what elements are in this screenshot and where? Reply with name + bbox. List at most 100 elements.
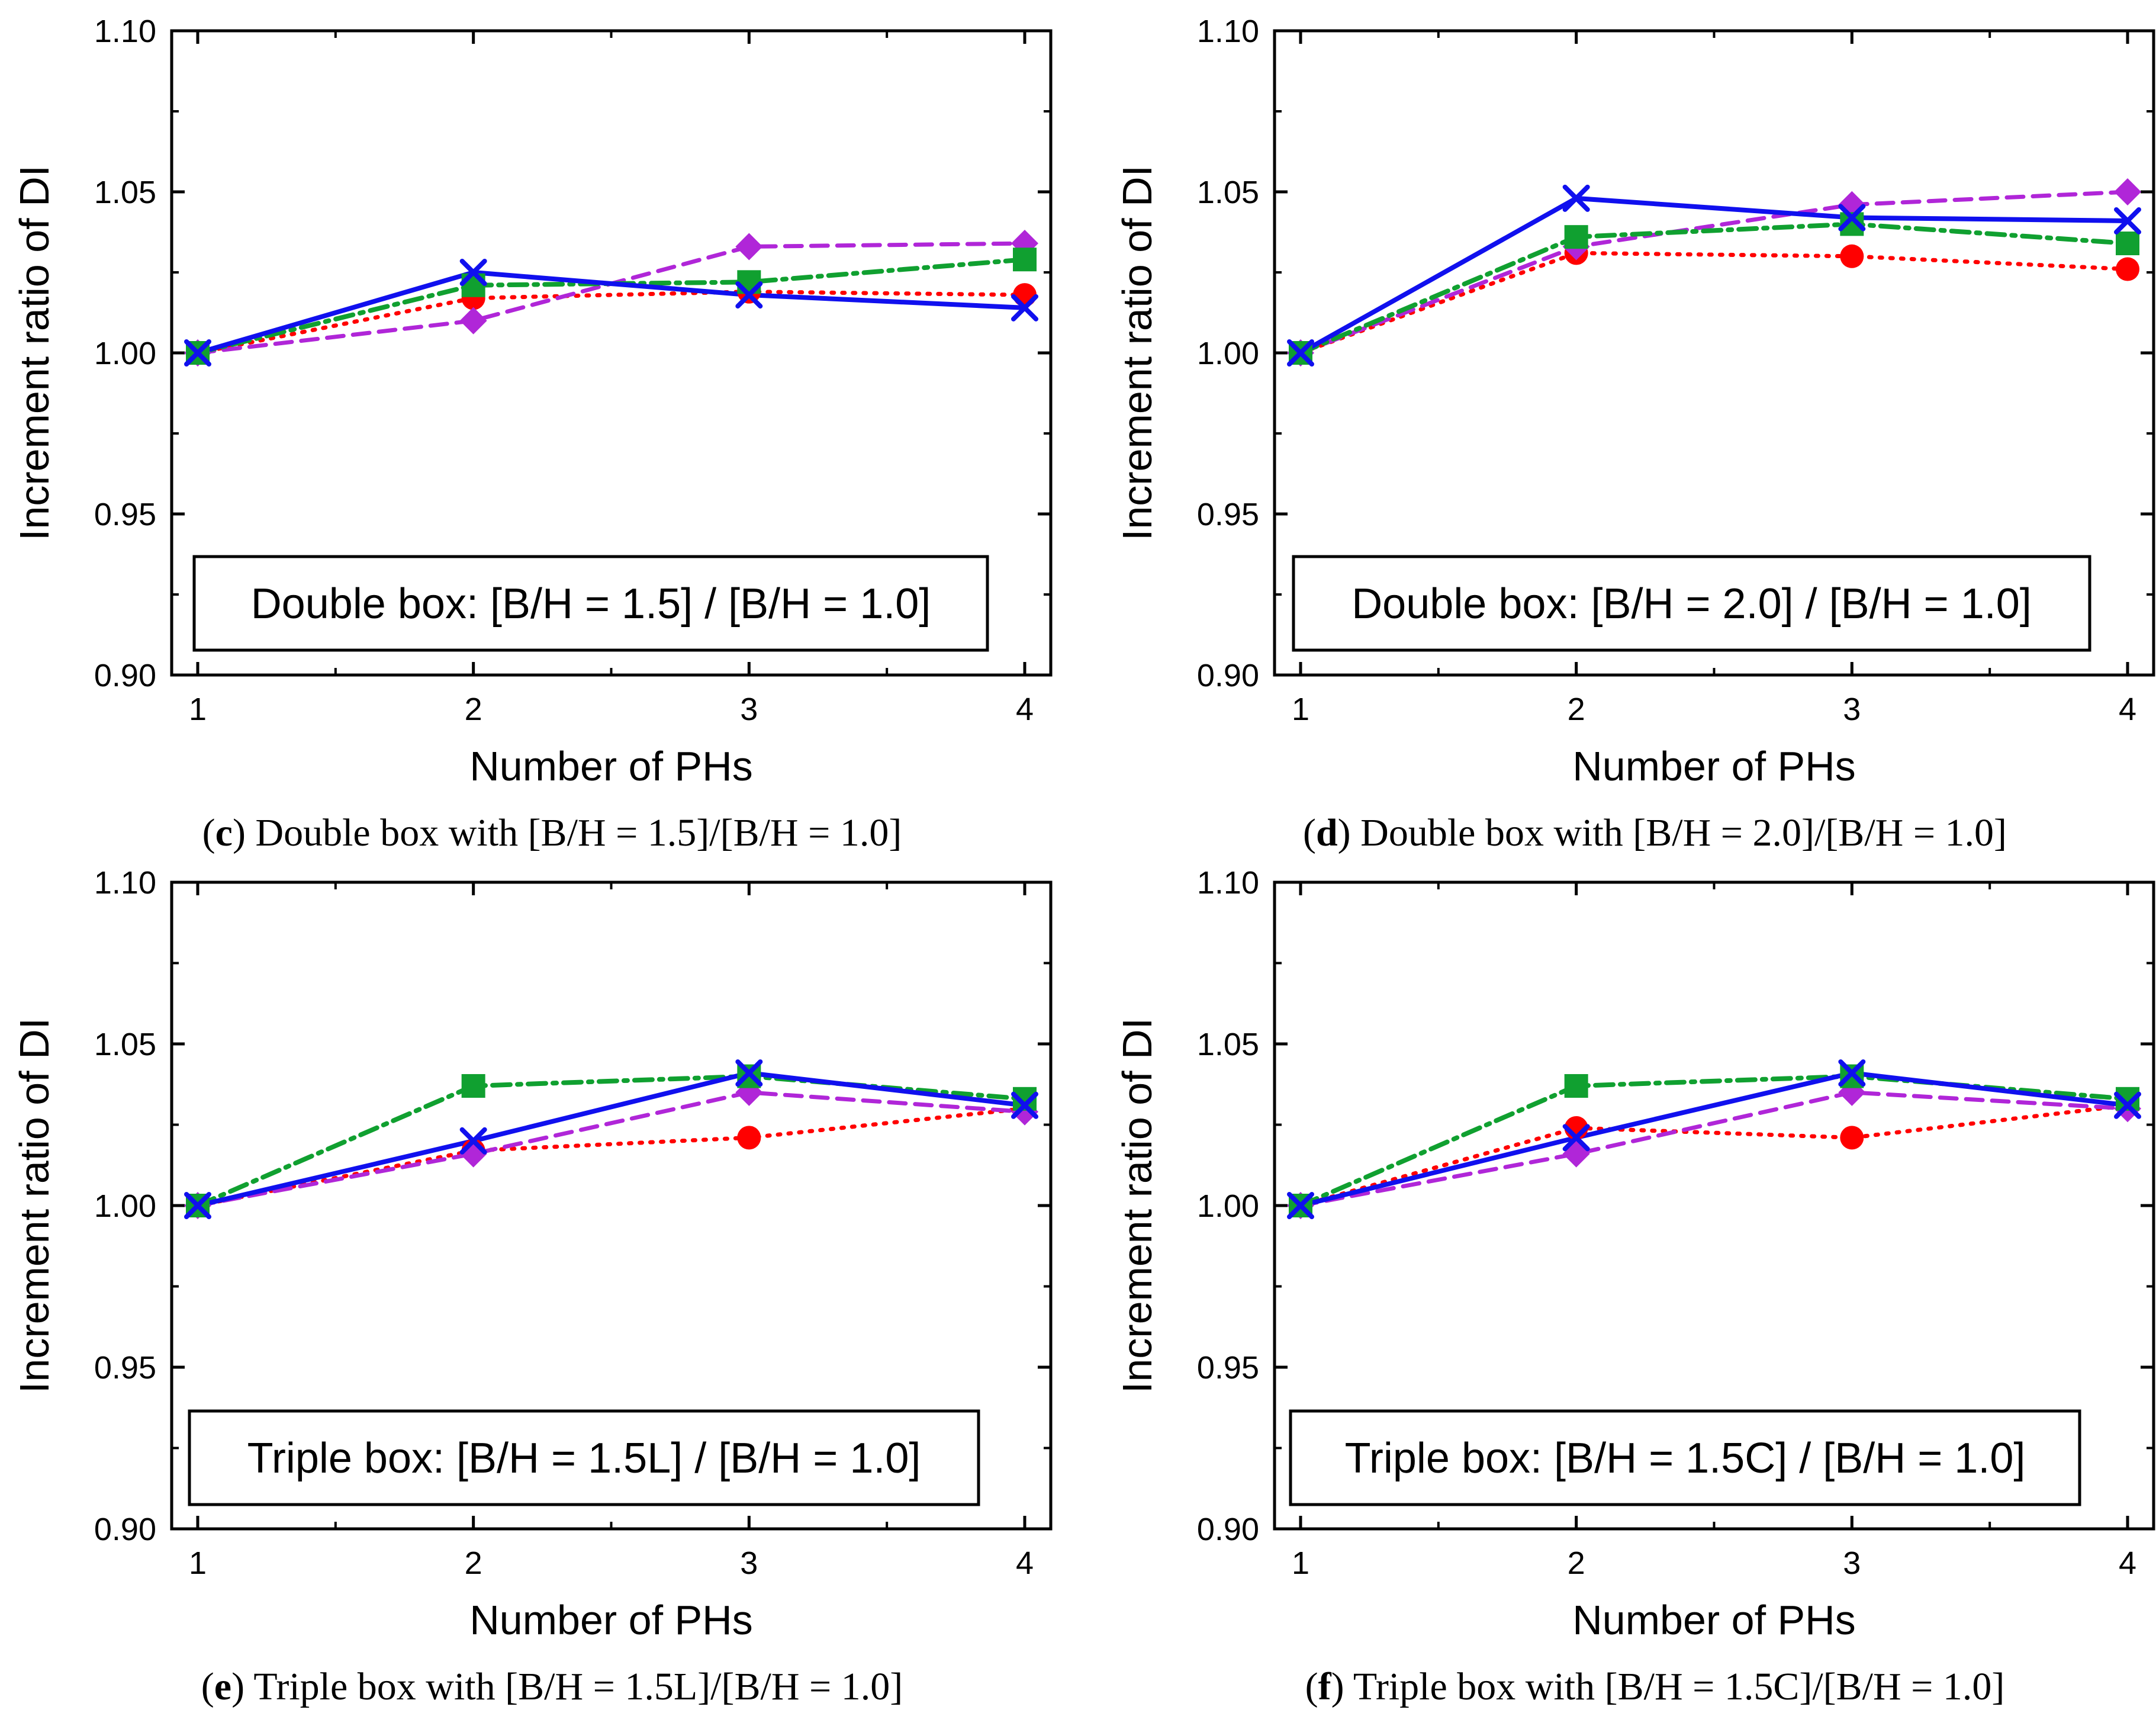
series-line-red-circle-dotted: [195, 290, 1027, 355]
annotation-text: Double box: [B/H = 2.0] / [B/H = 1.0]: [1351, 580, 2032, 628]
y-tick-label: 1.05: [1197, 1027, 1259, 1062]
x-tick-label: 4: [2119, 1545, 2136, 1581]
x-tick-label: 2: [1568, 692, 1585, 727]
panel-c: 0.90 0.95 1.00 1.05 1.10 1 2 3 4 Number of PHs Inc…: [11, 14, 1053, 854]
data-point-red-circle-dotted: [1840, 244, 1864, 268]
x-tick-label: 2: [465, 1545, 482, 1581]
data-point-red-circle-dotted: [2116, 257, 2139, 281]
panel-caption: (f) Triple box with [B/H = 1.5C]/[B/H = …: [1305, 1665, 2005, 1708]
y-axis-title: Increment ratio of DI: [1114, 1018, 1160, 1393]
series-line-green-square-dashdot: [1298, 1074, 2130, 1208]
data-point-blue-x-solid: [1838, 1059, 1866, 1087]
x-tick-label: 2: [465, 692, 482, 727]
annotation-box: [192, 555, 989, 652]
y-tick-label: 0.90: [94, 1512, 156, 1547]
y-tick-label: 0.95: [94, 497, 156, 532]
y-tick-label: 1.00: [94, 336, 156, 371]
y-tick-label: 1.05: [94, 175, 156, 210]
data-point-blue-x-solid: [735, 281, 763, 309]
data-point-green-square-dashdot: [737, 270, 761, 294]
y-tick-label: 1.05: [1197, 175, 1259, 210]
data-point-blue-x-solid: [1287, 339, 1314, 367]
data-point-blue-x-solid: [1287, 1192, 1314, 1219]
data-point-blue-x-solid: [1011, 294, 1038, 322]
data-point-green-square-dashdot: [2116, 232, 2139, 256]
x-tick-label: 4: [1016, 692, 1034, 727]
data-point-blue-x-solid: [1562, 184, 1590, 212]
x-tick-label: 3: [1843, 1545, 1861, 1581]
data-point-blue-x-solid: [2114, 207, 2141, 234]
x-tick-label: 1: [189, 1545, 207, 1581]
data-point-blue-x-solid: [184, 1192, 211, 1219]
y-tick-label: 0.90: [1197, 658, 1259, 693]
panel-letter: c: [215, 811, 233, 854]
y-axis-title: Increment ratio of DI: [11, 165, 57, 541]
annotation-box: [1292, 555, 2091, 652]
x-tick-label: 1: [189, 692, 207, 727]
annotation-text: Double box: [B/H = 1.5] / [B/H = 1.0]: [251, 580, 931, 628]
data-point-blue-x-solid: [1562, 1124, 1590, 1152]
y-axis-title: Increment ratio of DI: [1114, 165, 1160, 541]
series-line-red-circle-dotted: [1298, 1103, 2130, 1208]
series-line-red-circle-dotted: [1298, 250, 2130, 355]
data-point-green-square-dashdot: [1564, 1074, 1588, 1098]
x-axis-title: Number of PHs: [469, 743, 752, 789]
data-point-green-square-dashdot: [461, 1074, 485, 1098]
data-point-magenta-diamond-dashed: [735, 233, 763, 261]
x-tick-label: 2: [1568, 1545, 1585, 1581]
data-point-red-circle-dotted: [737, 1126, 761, 1150]
panel-f: 0.90 0.95 1.00 1.05 1.10 1 2 3 4 Number of PHs Inc…: [1114, 865, 2155, 1708]
y-tick-label: 1.00: [94, 1188, 156, 1224]
x-tick-label: 3: [740, 692, 758, 727]
data-point-blue-x-solid: [1838, 204, 1866, 232]
x-axis-title: Number of PHs: [1572, 1597, 1855, 1643]
x-tick-label: 3: [740, 1545, 758, 1581]
panel-caption: (e) Triple box with [B/H = 1.5L]/[B/H = …: [201, 1665, 903, 1708]
series-line-green-square-dashdot: [1298, 221, 2130, 355]
series-line-green-square-dashdot: [195, 257, 1027, 355]
y-tick-label: 1.10: [1197, 865, 1259, 901]
y-tick-label: 1.00: [1197, 336, 1259, 371]
annotation-text: Triple box: [B/H = 1.5L] / [B/H = 1.0]: [247, 1435, 921, 1482]
x-tick-label: 1: [1292, 1545, 1309, 1581]
panel-caption: (d) Double box with [B/H = 2.0]/[B/H = 1…: [1303, 811, 2007, 854]
y-tick-label: 0.90: [94, 658, 156, 693]
series-line-blue-x-solid: [195, 1071, 1027, 1208]
data-point-blue-x-solid: [184, 339, 211, 367]
data-point-magenta-diamond-dashed: [459, 307, 487, 335]
data-point-green-square-dashdot: [461, 273, 485, 297]
data-point-red-circle-dotted: [1013, 283, 1037, 307]
x-tick-label: 1: [1292, 692, 1309, 727]
data-point-blue-x-solid: [459, 1127, 487, 1155]
x-axis-title: Number of PHs: [1572, 743, 1855, 789]
y-tick-label: 0.95: [94, 1350, 156, 1386]
y-axis-title: Increment ratio of DI: [11, 1018, 57, 1393]
panel-letter: e: [214, 1665, 231, 1708]
series-line-magenta-diamond-dashed: [1298, 1090, 2130, 1208]
y-tick-label: 1.00: [1197, 1188, 1259, 1224]
series-line-blue-x-solid: [1298, 195, 2130, 355]
x-tick-label: 4: [1016, 1545, 1034, 1581]
y-tick-label: 1.05: [94, 1027, 156, 1062]
data-point-green-square-dashdot: [1564, 225, 1588, 249]
data-point-magenta-diamond-dashed: [2114, 178, 2141, 205]
series-line-blue-x-solid: [195, 270, 1027, 355]
series-line-magenta-diamond-dashed: [195, 241, 1027, 355]
y-tick-label: 1.10: [94, 865, 156, 901]
data-point-green-square-dashdot: [1013, 248, 1037, 272]
data-point-red-circle-dotted: [1840, 1126, 1864, 1150]
y-tick-label: 1.10: [1197, 14, 1259, 49]
x-axis-title: Number of PHs: [469, 1597, 752, 1643]
data-point-blue-x-solid: [735, 1059, 763, 1087]
x-tick-label: 3: [1843, 692, 1861, 727]
panel-d: 0.90 0.95 1.00 1.05 1.10 1 2 3 4 Number of PHs Inc…: [1114, 14, 2155, 854]
series-line-green-square-dashdot: [195, 1074, 1027, 1208]
series-line-magenta-diamond-dashed: [195, 1090, 1027, 1208]
y-tick-label: 0.90: [1197, 1512, 1259, 1547]
panel-letter: f: [1318, 1665, 1332, 1708]
y-tick-label: 0.95: [1197, 497, 1259, 532]
data-point-blue-x-solid: [2114, 1091, 2141, 1119]
panel-caption: (c) Double box with [B/H = 1.5]/[B/H = 1…: [202, 811, 902, 854]
series-line-blue-x-solid: [1298, 1071, 2130, 1208]
